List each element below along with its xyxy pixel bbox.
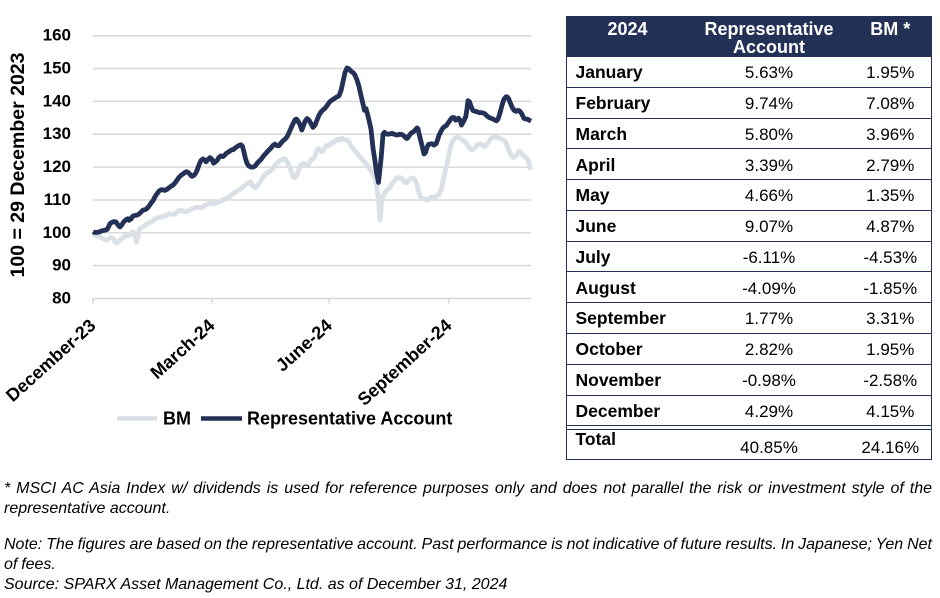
svg-text:150: 150 (43, 59, 71, 78)
svg-text:BM: BM (163, 409, 191, 429)
svg-text:June-24: June-24 (272, 315, 336, 375)
svg-text:100 = 29 December 2023: 100 = 29 December 2023 (7, 52, 29, 277)
svg-text:December-23: December-23 (2, 315, 99, 406)
svg-text:March-24: March-24 (146, 315, 218, 383)
svg-text:120: 120 (43, 157, 71, 176)
svg-text:160: 160 (43, 26, 71, 45)
svg-text:110: 110 (44, 190, 71, 209)
svg-text:Representative Account: Representative Account (247, 409, 452, 429)
svg-text:September-24: September-24 (354, 315, 456, 410)
svg-text:90: 90 (52, 256, 71, 275)
svg-text:140: 140 (43, 91, 71, 110)
svg-text:130: 130 (43, 124, 71, 143)
svg-text:100: 100 (43, 223, 71, 242)
svg-text:80: 80 (52, 289, 71, 308)
